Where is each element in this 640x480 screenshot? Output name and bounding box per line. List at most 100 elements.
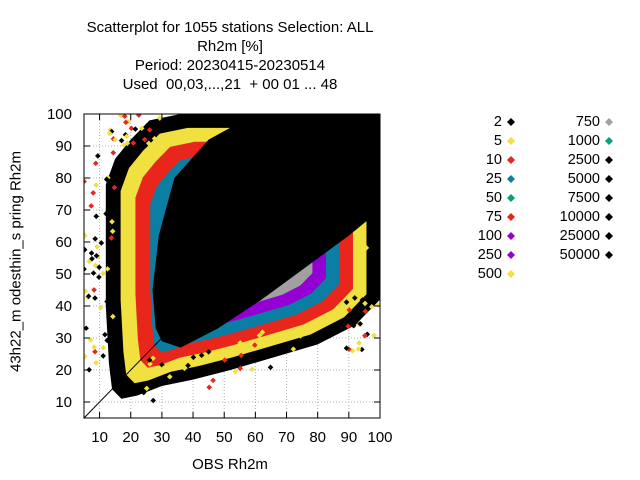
outlier-point <box>166 373 173 380</box>
outlier-point <box>210 377 216 384</box>
outlier-point <box>117 114 124 119</box>
legend-label: 100 <box>477 228 502 244</box>
x-tick-label: 60 <box>247 429 264 446</box>
outlier-point <box>249 366 255 373</box>
x-tick-label: 10 <box>91 429 108 446</box>
outlier-point <box>259 329 266 336</box>
outlier-point <box>111 184 118 191</box>
outlier-point <box>347 316 354 323</box>
outlier-point <box>185 362 191 369</box>
outlier-point <box>84 353 88 360</box>
plot-frame <box>83 113 381 419</box>
outlier-point <box>112 136 119 143</box>
outlier-point <box>359 346 365 353</box>
outlier-point <box>371 332 377 339</box>
outlier-point <box>267 364 274 371</box>
x-tick-label: 40 <box>185 429 202 446</box>
outlier-point <box>151 135 158 142</box>
legend-item: 10000 <box>498 209 640 228</box>
outlier-point <box>108 128 115 135</box>
outlier-point <box>93 213 100 220</box>
outlier-point <box>90 190 97 196</box>
legend-marker-icon <box>507 232 515 240</box>
outlier-point <box>238 352 244 359</box>
legend-label: 25 <box>485 171 502 187</box>
legend-item: 75 <box>400 209 570 228</box>
outlier-point <box>160 365 167 372</box>
outlier-point <box>109 228 116 235</box>
outlier-point <box>104 298 110 305</box>
title-line-4: Used 00,03,...,21 + 00 01 ... 48 <box>122 76 338 93</box>
outlier-point <box>84 232 88 239</box>
outlier-point <box>96 274 102 280</box>
outlier-point <box>256 332 263 339</box>
legend-label: 25000 <box>559 228 600 244</box>
outlier-point <box>84 246 88 253</box>
legend-label: 10000 <box>559 209 600 225</box>
outlier-point <box>138 125 145 132</box>
outlier-point <box>150 355 156 362</box>
outlier-point <box>356 340 362 346</box>
outlier-point <box>362 308 369 315</box>
outlier-point <box>232 368 239 375</box>
outlier-point <box>146 357 153 363</box>
outlier-point <box>96 264 102 271</box>
legend-marker-icon <box>605 213 613 221</box>
outlier-point <box>143 385 150 392</box>
outlier-point <box>100 353 106 359</box>
outlier-point <box>95 153 101 159</box>
outlier-point <box>363 245 370 251</box>
outlier-point <box>198 352 205 358</box>
outlier-point <box>349 348 356 354</box>
y-tick-label: 40 <box>55 298 72 315</box>
y-tick-label: 70 <box>55 202 72 219</box>
chart-title: Scatterplot for 1055 stations Selection:… <box>30 18 430 94</box>
outlier-point <box>108 235 115 241</box>
y-tick-label: 100 <box>47 106 72 123</box>
outlier-point <box>352 319 359 326</box>
outlier-point <box>343 345 350 351</box>
outlier-point <box>93 252 100 259</box>
legend-marker-icon <box>507 137 515 145</box>
legend-item: 25000 <box>498 228 640 247</box>
legend-label: 2500 <box>567 152 600 168</box>
outlier-point <box>121 114 128 120</box>
outlier-point <box>92 295 98 301</box>
outlier-point <box>87 337 94 343</box>
legend-label: 10 <box>485 152 502 168</box>
outlier-point <box>89 255 95 262</box>
outlier-point <box>105 271 112 277</box>
outlier-point <box>97 304 104 311</box>
outlier-point <box>369 298 376 305</box>
diagonal-line <box>83 113 381 419</box>
outlier-point <box>84 288 89 294</box>
outlier-point <box>123 133 130 140</box>
legend-item: 10 <box>400 152 570 171</box>
legend-item: 50 <box>400 190 570 209</box>
y-tick-label: 10 <box>55 394 72 411</box>
outlier-point <box>123 119 129 126</box>
outlier-point <box>104 266 111 272</box>
legend-label: 500 <box>477 266 502 282</box>
outlier-point <box>147 361 153 367</box>
x-tick-label: 70 <box>278 429 295 446</box>
outlier-point <box>92 160 99 167</box>
y-tick-label: 20 <box>55 362 72 379</box>
y-tick-label: 90 <box>55 138 72 155</box>
outlier-point <box>346 307 353 313</box>
outlier-point <box>206 384 213 391</box>
outlier-point <box>110 313 116 320</box>
legend-column: 2 5 10 25 50 75 100 250 500 <box>400 114 570 285</box>
outlier-point <box>205 349 212 355</box>
x-tick-label: 100 <box>367 429 392 446</box>
outlier-point <box>91 344 98 350</box>
outlier-point <box>104 337 110 344</box>
legend-item: 1000 <box>498 133 640 152</box>
title-line-2: Rh2m [%] <box>197 38 263 55</box>
outlier-point <box>362 332 368 339</box>
legend-label: 50000 <box>559 247 600 263</box>
legend-label: 7500 <box>567 190 600 206</box>
legend-column: 750 1000 2500 5000 7500 10000 25000 50000 <box>498 114 640 266</box>
x-tick-label: 50 <box>216 429 233 446</box>
outlier-point <box>88 250 95 256</box>
